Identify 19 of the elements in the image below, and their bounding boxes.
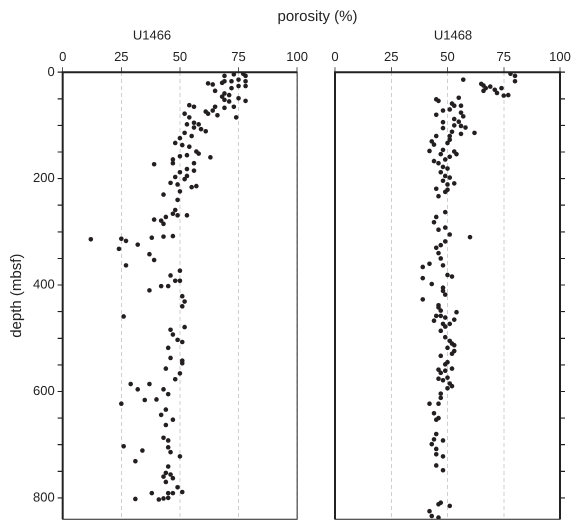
chart-title: U1468 [434, 27, 472, 42]
x-tick-label: 0 [331, 48, 339, 64]
x-tick-label: 25 [384, 48, 398, 64]
x-tick-label: 100 [549, 48, 571, 64]
y-tick-label: 600 [32, 383, 55, 398]
x-tick-label: 50 [172, 48, 188, 64]
y-tick-label: 800 [32, 489, 55, 504]
y-tick-label: 200 [32, 170, 55, 186]
x-tick-label: 50 [440, 48, 455, 64]
x-tick-label: 100 [286, 48, 308, 64]
y-axis-title: depth (mbsf) [8, 254, 26, 338]
y-tick-label: 0 [47, 64, 55, 79]
x-axis-title: porosity (%) [276, 8, 359, 25]
chart-title: U1466 [132, 27, 172, 42]
x-tick-label: 75 [231, 48, 246, 64]
x-tick-label: 75 [496, 48, 511, 64]
x-tick-label: 25 [114, 48, 129, 64]
x-tick-label: 0 [59, 48, 66, 64]
y-tick-label: 400 [32, 276, 55, 292]
